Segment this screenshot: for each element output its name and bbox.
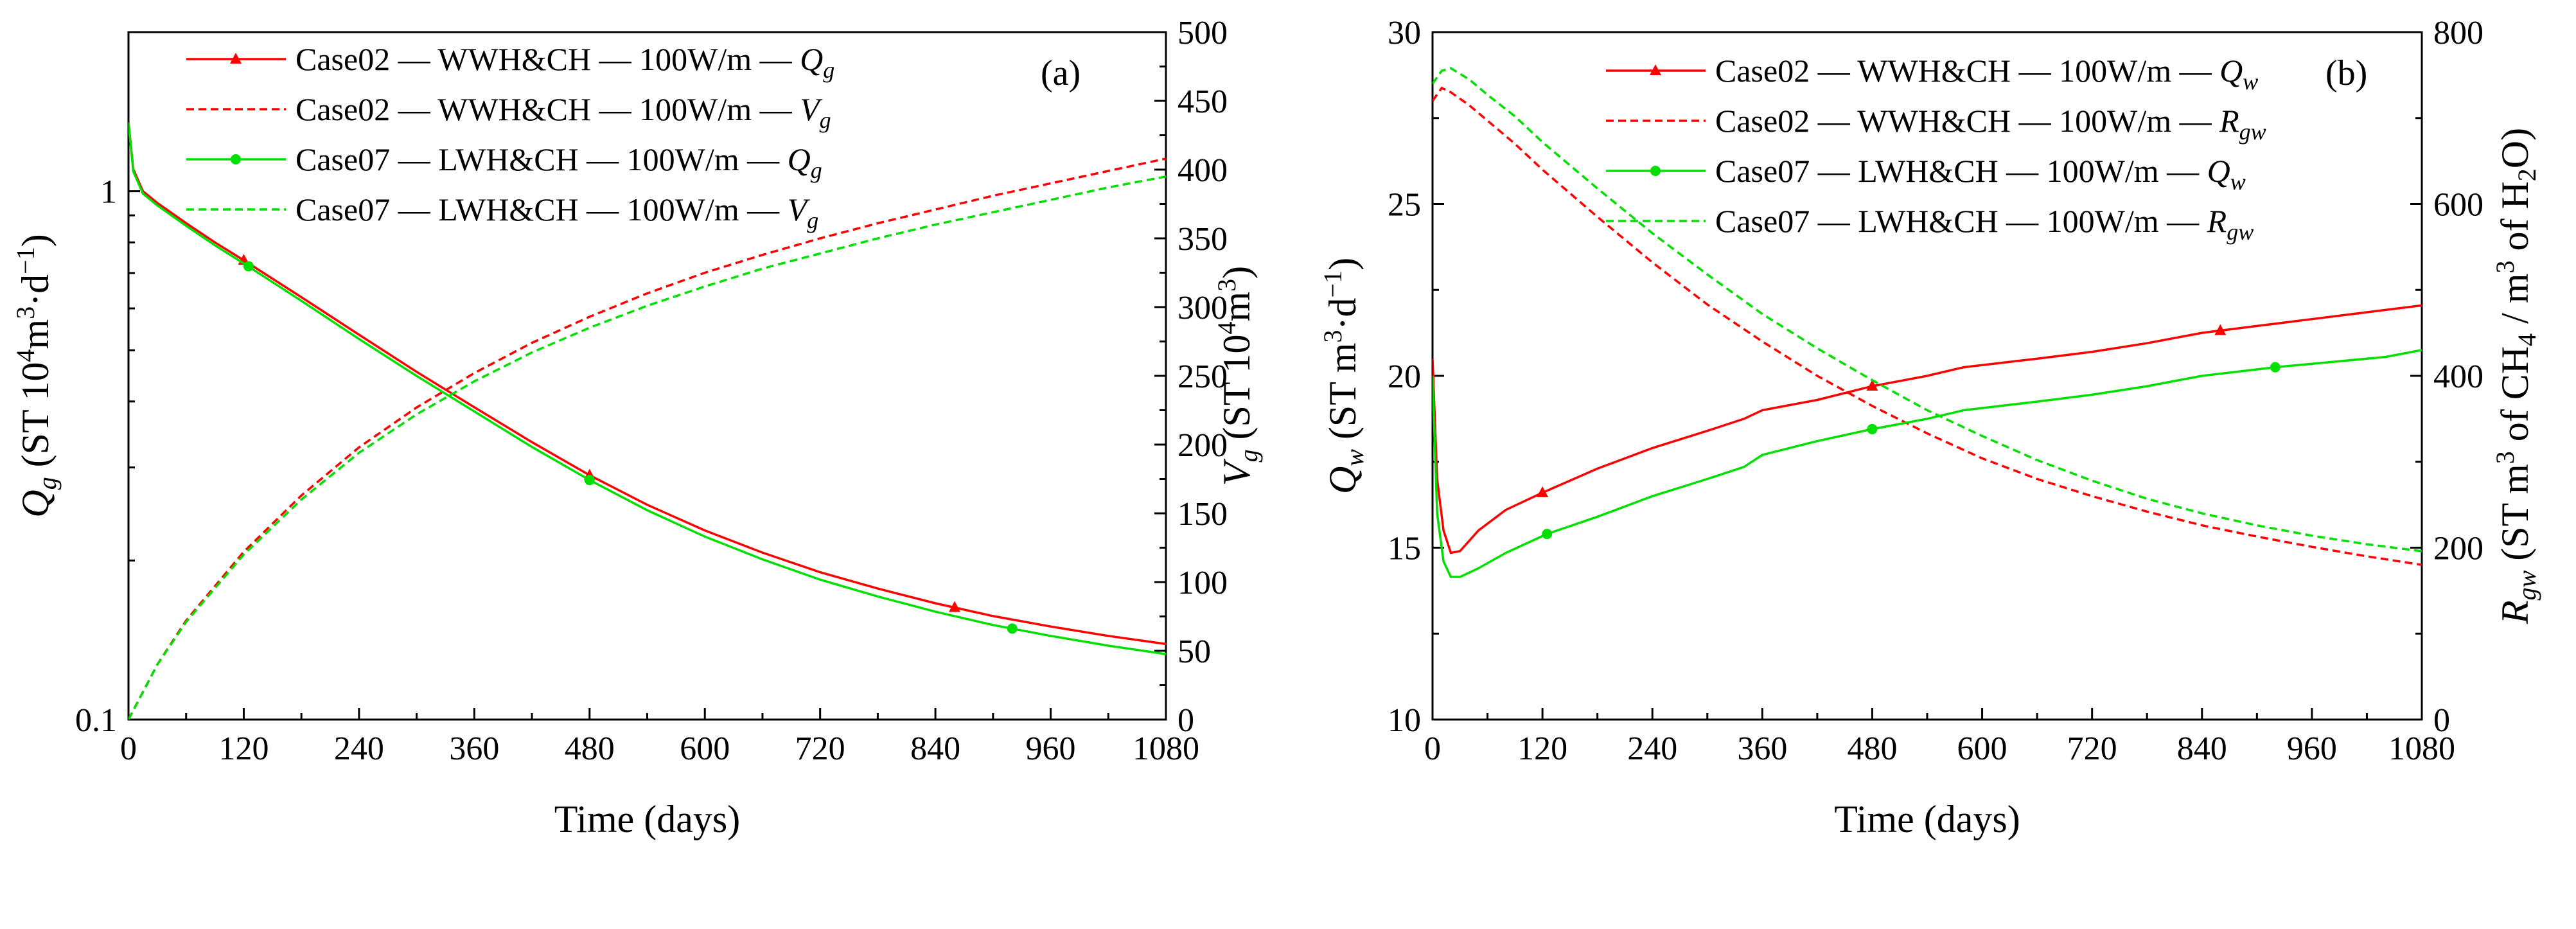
series-line (1433, 86, 2422, 567)
x-tick-label: 720 (795, 730, 845, 767)
series-line (1433, 67, 2422, 553)
panel-label: (a) (1041, 53, 1081, 93)
series-marker (2270, 362, 2280, 373)
x-tick-label: 840 (910, 730, 960, 767)
panel-a: 0 120 240 360 480 600 720 840 960 1080 0.1 1 0 50 100 1… (11, 15, 1263, 840)
y-left-tick-label: 10 (1388, 702, 1421, 739)
legend: Case02 — WWH&CH — 100W/m — Qw Case02 — WW… (1606, 53, 2266, 245)
y-right-tick-label: 0 (1178, 702, 1194, 739)
y-right-tick-label: 400 (1178, 152, 1228, 189)
x-tick-label: 1080 (1133, 730, 1199, 767)
series-marker (1866, 380, 1878, 391)
series-marker (1542, 529, 1553, 540)
y-right-tick-label: 50 (1178, 633, 1211, 670)
panel-b: 0 120 240 360 480 600 720 840 960 1080 10 15 20 25 30 0… (1318, 15, 2541, 840)
y-right-tick-label: 100 (1178, 565, 1228, 601)
y-right-tick-label: 200 (2433, 531, 2483, 567)
series-line (128, 157, 1166, 720)
y-left-tick-label: 25 (1388, 187, 1421, 224)
x-axis-label: Time (days) (554, 798, 740, 840)
x-tick-label: 120 (1517, 730, 1567, 767)
x-tick-label: 480 (1847, 730, 1897, 767)
y-right-tick-label: 0 (2433, 702, 2450, 739)
x-tick-label: 960 (2287, 730, 2337, 767)
plot-frame (127, 31, 1167, 721)
legend-marker (230, 53, 242, 64)
series-1 (1433, 86, 2422, 567)
x-tick-label: 360 (1737, 730, 1787, 767)
legend-entry-label: Case07 — LWH&CH — 100W/m — Rgw (1715, 203, 2254, 245)
y-right-tick-label: 150 (1178, 496, 1228, 533)
x-tick-label: 120 (218, 730, 269, 767)
series-3 (128, 175, 1166, 720)
y-left-tick-label: 20 (1388, 358, 1421, 395)
series-2 (128, 122, 1166, 655)
x-tick-label: 360 (449, 730, 499, 767)
series-line (1433, 304, 2422, 554)
series-marker (949, 601, 961, 612)
x-tick-label: 600 (1957, 730, 2007, 767)
series-marker (1007, 623, 1018, 634)
legend: Case02 — WWH&CH — 100W/m — Qg Case02 — WW… (186, 41, 834, 233)
y-left-axis-label: Qg (ST 104m3·d−1) (11, 234, 62, 517)
x-tick-label: 0 (120, 730, 137, 767)
x-tick-label: 600 (680, 730, 730, 767)
y-right-tick-label: 400 (2433, 358, 2483, 395)
series-marker (2214, 324, 2227, 335)
y-left-axis-label: Qw (ST m3·d−1) (1318, 258, 1369, 494)
legend-entry-label: Case07 — LWH&CH — 100W/m — Qw (1715, 153, 2246, 195)
y-right-axis-label: Rgw (ST m3 of CH4 / m3 of H2O) (2491, 128, 2541, 624)
series-marker (1867, 423, 1878, 434)
series-marker (243, 261, 254, 272)
series-marker (584, 475, 595, 486)
y-right-tick-label: 200 (1178, 427, 1228, 464)
y-right-tick-label: 300 (1178, 290, 1228, 326)
legend-entry-label: Case02 — WWH&CH — 100W/m — Rgw (1715, 103, 2266, 145)
series-line (128, 122, 1166, 655)
legend-entry-label: Case02 — WWH&CH — 100W/m — Vg (296, 91, 831, 133)
series-line (128, 175, 1166, 720)
legend-marker (1650, 64, 1661, 75)
x-tick-label: 480 (565, 730, 615, 767)
legend-entry-label: Case07 — LWH&CH — 100W/m — Vg (296, 191, 818, 233)
y-right-tick-label: 600 (2433, 187, 2483, 224)
legend-marker (1650, 166, 1661, 176)
x-axis-label: Time (days) (1834, 798, 2020, 840)
legend-entry-label: Case07 — LWH&CH — 100W/m — Qg (296, 141, 822, 183)
y-left-tick-label: 15 (1388, 531, 1421, 567)
x-tick-label: 240 (334, 730, 384, 767)
legend-entry-label: Case02 — WWH&CH — 100W/m — Qg (296, 41, 834, 83)
x-tick-label: 840 (2177, 730, 2227, 767)
x-tick-label: 960 (1026, 730, 1076, 767)
series-line (1433, 349, 2422, 578)
y-left-tick-label: 1 (100, 174, 117, 211)
series-1 (128, 157, 1166, 720)
x-tick-label: 0 (1424, 730, 1441, 767)
y-right-axis-label: Vg (ST 104m3) (1212, 266, 1263, 486)
y-left-tick-label: 0.1 (75, 702, 117, 739)
series-2 (1433, 349, 2422, 578)
x-tick-label: 1080 (2388, 730, 2455, 767)
series-3 (1433, 67, 2422, 553)
y-right-tick-label: 450 (1178, 84, 1228, 120)
series-0 (1433, 304, 2422, 554)
y-right-tick-label: 250 (1178, 358, 1228, 395)
x-tick-label: 240 (1627, 730, 1677, 767)
legend-marker (231, 154, 241, 164)
x-tick-label: 720 (2067, 730, 2117, 767)
y-right-tick-label: 800 (2433, 15, 2483, 51)
y-right-tick-label: 500 (1178, 15, 1228, 51)
legend-entry-label: Case02 — WWH&CH — 100W/m — Qw (1715, 53, 2258, 94)
y-right-tick-label: 350 (1178, 221, 1228, 258)
panel-label: (b) (2325, 53, 2367, 93)
series-marker (1537, 486, 1549, 497)
y-left-tick-label: 30 (1388, 15, 1421, 51)
